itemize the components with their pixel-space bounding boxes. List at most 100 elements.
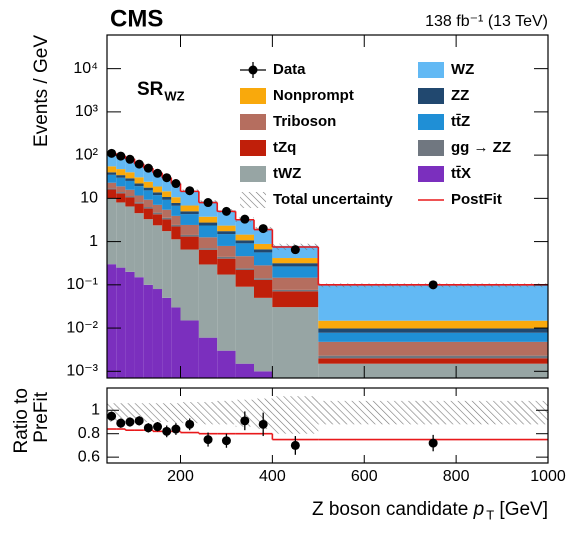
- stack-bar: [180, 224, 199, 235]
- cms-label: CMS: [110, 5, 163, 32]
- ratio-band: [143, 403, 153, 422]
- stack-bar: [217, 350, 236, 378]
- stack-bar: [254, 252, 273, 266]
- stack-bar: [217, 256, 236, 259]
- y-tick-label: 10³: [75, 103, 99, 120]
- ratio-point: [428, 438, 438, 448]
- stack-bar: [318, 363, 548, 378]
- stack-bar: [107, 264, 117, 378]
- stack-bar: [152, 204, 163, 213]
- stack-bar: [217, 225, 236, 232]
- ratio-point: [171, 424, 181, 434]
- ratio-band: [116, 403, 126, 422]
- region-label-sub: WZ: [164, 88, 184, 103]
- stack-bar: [116, 186, 126, 193]
- ratio-point: [240, 416, 250, 426]
- x-tick-label: 200: [167, 468, 194, 485]
- stack-bar: [254, 297, 273, 372]
- ratio-y-tick-label: 0.6: [78, 448, 100, 465]
- stack-bar: [162, 177, 172, 192]
- stack-bar: [217, 245, 236, 257]
- legend-swatch: [248, 65, 258, 75]
- legend-label: tZq: [273, 139, 296, 156]
- stack-bar: [235, 256, 254, 269]
- stack-bar: [180, 249, 199, 321]
- stack-bar: [198, 222, 218, 226]
- stack-bar: [318, 341, 548, 356]
- stack-bar: [198, 249, 218, 265]
- ratio-point: [290, 440, 300, 450]
- stack-bar: [143, 199, 153, 208]
- stack-bar: [152, 225, 163, 290]
- stack-bar: [235, 269, 254, 287]
- stack-bar: [152, 192, 163, 196]
- stack-bar: [180, 236, 199, 250]
- stack-bar: [235, 243, 254, 257]
- stack-bar: [134, 213, 144, 278]
- stack-bar: [254, 243, 273, 250]
- stack-bar: [162, 199, 172, 210]
- stack-bar: [143, 207, 153, 209]
- ratio-point: [125, 417, 135, 427]
- data-point: [153, 168, 163, 178]
- stack-bar: [235, 234, 254, 241]
- stack-bar: [254, 265, 273, 279]
- stack-bar: [235, 240, 254, 244]
- stack-bar: [171, 197, 181, 203]
- stack-bar: [107, 172, 117, 175]
- data-point: [107, 148, 117, 158]
- stack-bar: [217, 234, 236, 246]
- y-tick-label: 10⁻²: [66, 319, 98, 336]
- y-tick-label: 10⁻¹: [66, 276, 98, 293]
- stack-bar: [134, 183, 144, 187]
- stack-bar: [272, 291, 319, 308]
- legend-swatch: [240, 88, 266, 104]
- legend-swatch: [418, 114, 444, 130]
- ratio-point: [143, 423, 153, 433]
- stack-bar: [254, 371, 273, 378]
- stack-bar: [134, 177, 144, 184]
- legend-label: gg → ZZ: [451, 139, 511, 156]
- ratio-point: [153, 422, 163, 432]
- stack-bar: [217, 210, 236, 226]
- ratio-band: [198, 402, 218, 425]
- x-tick-label: 600: [351, 468, 378, 485]
- stack-bar: [180, 211, 199, 215]
- legend-label: WZ: [451, 61, 474, 78]
- stack-bar: [107, 174, 117, 183]
- stack-bar: [318, 355, 548, 359]
- legend-swatch: [240, 166, 266, 182]
- stack-bar: [171, 205, 181, 216]
- stack-bar: [235, 363, 254, 378]
- stack-bar: [254, 228, 273, 244]
- stack-bar: [272, 266, 319, 278]
- data-point: [143, 163, 153, 173]
- stack-bar: [134, 163, 144, 178]
- stack-bar: [254, 279, 273, 298]
- stack-bar: [107, 152, 117, 167]
- ratio-band: [125, 403, 135, 422]
- data-point: [162, 173, 172, 183]
- stack-bar: [143, 284, 153, 378]
- stack-bar: [134, 202, 144, 204]
- x-tick-label: 400: [259, 468, 286, 485]
- ratio-band: [272, 396, 319, 434]
- stack-bar: [254, 278, 273, 280]
- stack-bar: [217, 231, 236, 235]
- stack-bar: [171, 215, 181, 225]
- stack-bar: [116, 192, 126, 194]
- stack-bar: [180, 320, 199, 378]
- legend-swatch: [418, 62, 444, 78]
- data-point: [203, 198, 213, 208]
- stack-bar: [162, 191, 172, 197]
- stack-bar: [107, 182, 117, 189]
- stack-bar: [162, 196, 172, 200]
- lumi-label: 138 fb⁻¹ (13 TeV): [425, 13, 548, 30]
- ratio-y-label: PreFit: [31, 391, 52, 442]
- stack-bar: [171, 307, 181, 378]
- stack-bar: [152, 186, 163, 193]
- stack-bar: [180, 214, 199, 225]
- x-axis-label-part: p: [473, 499, 485, 520]
- data-point: [134, 159, 144, 169]
